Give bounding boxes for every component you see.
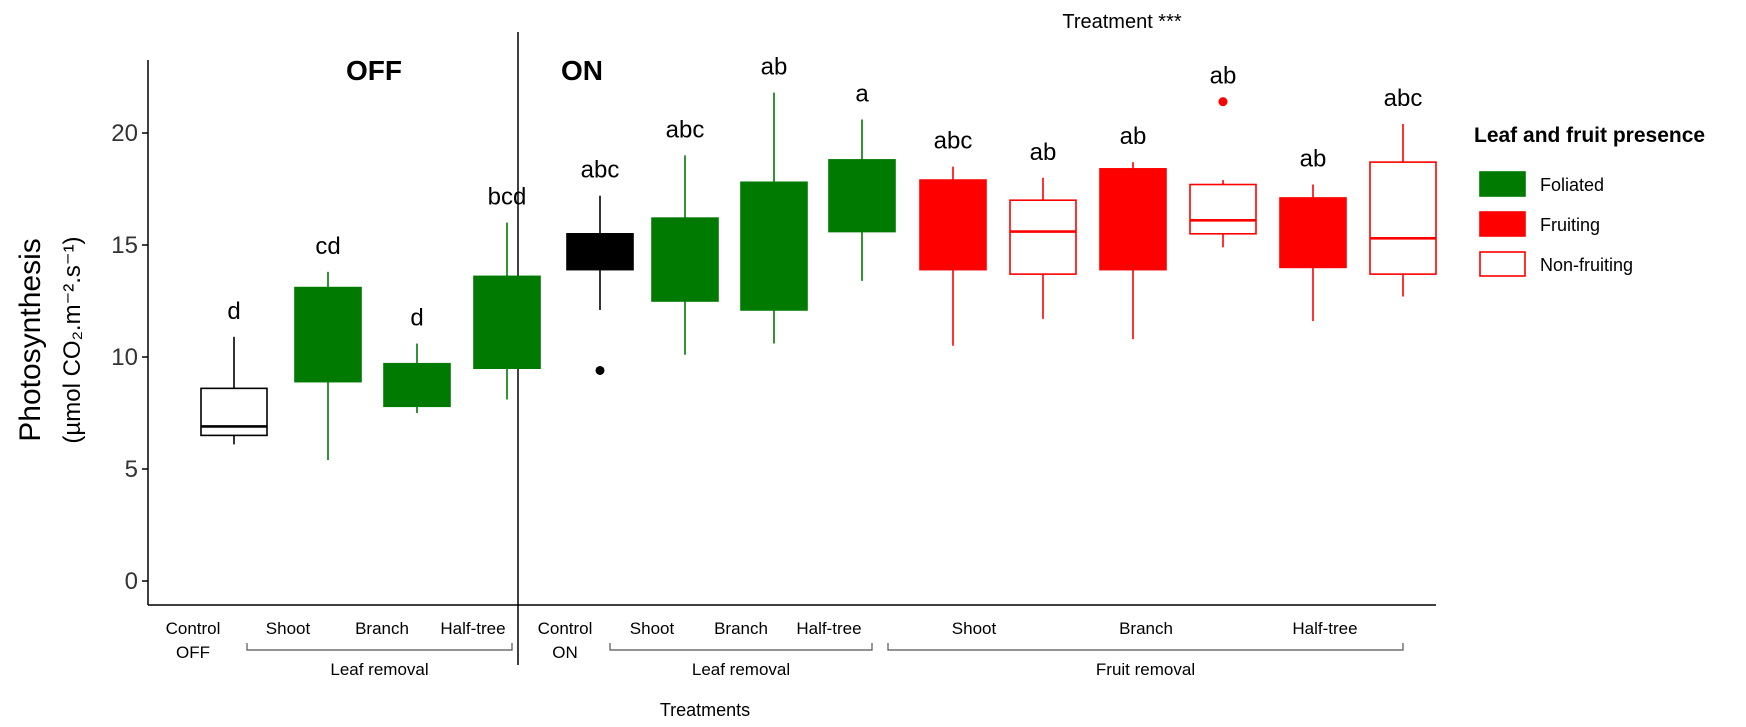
significance-letter: cd <box>315 233 340 260</box>
group-bracket <box>887 643 1404 651</box>
box-body <box>566 233 634 271</box>
box-body <box>740 181 808 311</box>
y-tick-label: 15 <box>111 232 138 259</box>
x-category-label: Control ON <box>538 619 593 662</box>
box-outlier <box>595 365 605 375</box>
legend-label: Foliated <box>1540 175 1604 195</box>
x-category-label: Shoot <box>630 619 675 638</box>
y-tick-label: 0 <box>125 568 138 595</box>
x-category-label: Branch <box>714 619 768 638</box>
box-body <box>651 217 719 302</box>
y-axis-label: Photosynthesis <box>14 238 47 441</box>
boxplot-12: ab <box>1189 63 1257 248</box>
y-tick-label: 10 <box>111 344 138 371</box>
legend-title: Leaf and fruit presence <box>1474 124 1705 147</box>
significance-letter: ab <box>761 54 788 81</box>
box-body <box>294 286 362 383</box>
box-body <box>919 179 987 271</box>
box-outlier <box>1218 97 1228 107</box>
group-bracket <box>246 643 513 651</box>
significance-letter: ab <box>1120 123 1147 150</box>
y-tick-label: 20 <box>111 120 138 147</box>
box-body <box>1189 183 1257 235</box>
box-body <box>1009 199 1077 275</box>
x-category-label: Shoot <box>266 619 311 638</box>
significance-letter: a <box>855 81 869 108</box>
boxplot-2: cd <box>294 233 362 461</box>
box-body <box>383 362 451 408</box>
x-category-label: Control OFF <box>166 619 221 662</box>
significance-letter: abc <box>666 116 705 143</box>
boxplot-10: ab <box>1009 139 1077 319</box>
significance-letter: ab <box>1300 146 1327 173</box>
x-category-label: Half-tree <box>1292 619 1357 638</box>
boxplot-11: ab <box>1099 123 1167 340</box>
significance-letter: ab <box>1030 139 1057 166</box>
group-label: Leaf removal <box>692 660 790 679</box>
legend-swatch <box>1479 171 1526 197</box>
box-body <box>473 275 541 369</box>
significance-letter: d <box>227 298 240 325</box>
boxplot-5: abc <box>566 157 634 375</box>
boxplot-14: abc <box>1369 85 1437 297</box>
y-axis-unit-label: (µmol CO₂.m⁻².s⁻¹) <box>59 236 86 443</box>
legend-label: Fruiting <box>1540 215 1600 235</box>
boxplot-13: ab <box>1279 146 1347 322</box>
legend-swatch <box>1479 251 1526 277</box>
x-category-label: Half-tree <box>440 619 505 638</box>
x-category-label: Shoot <box>952 619 997 638</box>
x-category-label: Branch <box>1119 619 1173 638</box>
significance-letter: ab <box>1210 63 1237 90</box>
panel-title: ON <box>561 55 603 86</box>
significance-letter: abc <box>581 157 620 184</box>
boxplot-3: d <box>383 305 451 413</box>
significance-annotation: Treatment *** <box>1062 11 1182 33</box>
panel-title: OFF <box>346 55 402 86</box>
boxplot-6: abc <box>651 116 719 355</box>
significance-letter: d <box>410 305 423 332</box>
y-tick-label: 5 <box>125 456 138 483</box>
x-category-label: Half-tree <box>796 619 861 638</box>
x-category-label: Branch <box>355 619 409 638</box>
box-body <box>200 387 268 437</box>
group-bracket <box>609 643 873 651</box>
significance-letter: bcd <box>488 184 527 211</box>
box-body <box>828 159 896 233</box>
significance-letter: abc <box>1384 85 1423 112</box>
boxplot-7: ab <box>740 54 808 344</box>
group-label: Fruit removal <box>1096 660 1195 679</box>
legend-swatch <box>1479 211 1526 237</box>
significance-letter: abc <box>934 128 973 155</box>
x-axis-label: Treatments <box>660 700 750 720</box>
boxplot-4: bcd <box>473 184 541 400</box>
box-body <box>1369 161 1437 275</box>
boxplot-1: d <box>200 298 268 445</box>
box-body <box>1099 168 1167 271</box>
boxplot-8: a <box>828 81 896 281</box>
boxplot-9: abc <box>919 128 987 346</box>
legend-label: Non-fruiting <box>1540 255 1633 275</box>
box-body <box>1279 197 1347 269</box>
group-label: Leaf removal <box>330 660 428 679</box>
